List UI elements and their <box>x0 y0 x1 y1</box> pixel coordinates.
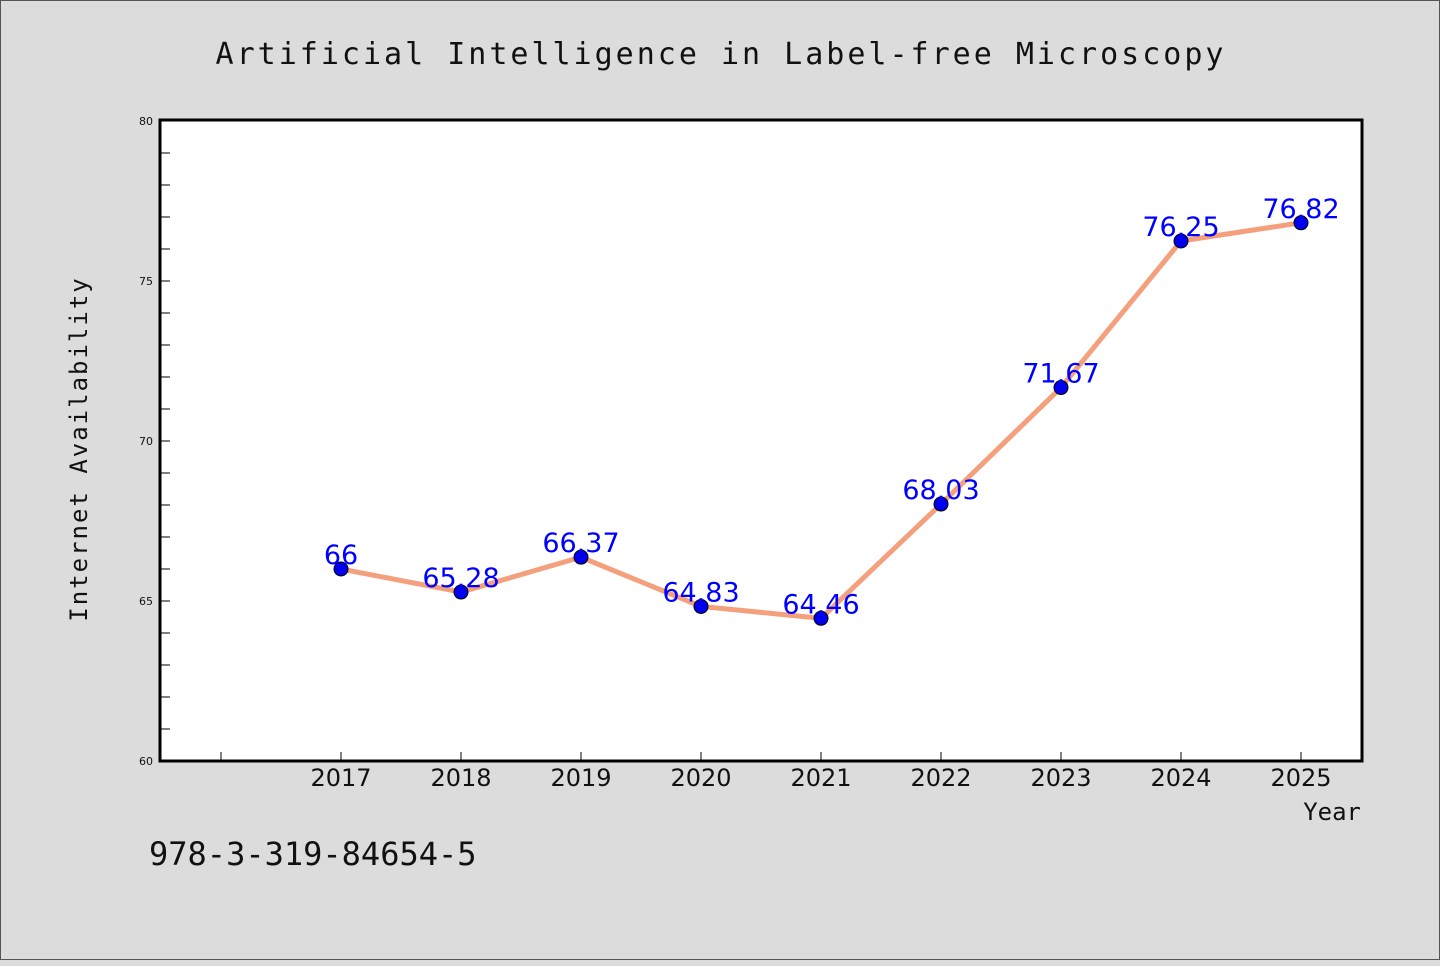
data-point-marker <box>1053 380 1069 396</box>
x-tick-label: 2023 <box>1030 764 1091 792</box>
data-point-marker <box>1173 233 1189 249</box>
plot-area <box>158 118 1364 763</box>
x-tick-label: 2017 <box>310 764 371 792</box>
y-tick-label: 75 <box>139 275 153 288</box>
data-point-marker <box>573 549 589 565</box>
data-point-marker <box>813 610 829 626</box>
data-labels: 66 65.28 66.37 64.83 64.46 68.03 71.67 76.25 76.… <box>324 194 1340 621</box>
data-point-marker <box>1293 215 1309 231</box>
y-axis-label: Internet Availability <box>65 276 93 621</box>
x-tick-label: 2020 <box>670 764 731 792</box>
x-tick-label: 2022 <box>910 764 971 792</box>
y-tick-label: 65 <box>139 595 153 608</box>
x-tick-label: 2019 <box>550 764 611 792</box>
isbn-text: 978-3-319-84654-5 <box>149 835 477 873</box>
data-point-marker <box>933 496 949 512</box>
data-label: 64.46 <box>782 589 859 620</box>
y-tick-label: 80 <box>139 115 153 128</box>
data-label: 64.83 <box>662 577 739 608</box>
y-axis: 60 65 70 75 80 <box>139 115 170 768</box>
x-tick-label: 2024 <box>1150 764 1211 792</box>
data-label: 66 <box>324 540 358 571</box>
x-tick-label: 2021 <box>790 764 851 792</box>
data-label: 68.03 <box>902 475 979 506</box>
data-label: 65.28 <box>422 563 499 594</box>
data-point-marker <box>333 561 349 577</box>
series-markers <box>333 215 1309 626</box>
data-label: 66.37 <box>542 528 619 559</box>
x-tick-label: 2025 <box>1270 764 1331 792</box>
data-label: 76.25 <box>1142 212 1219 243</box>
x-axis: 2017 2018 2019 2020 2021 2022 2023 2024 2025 <box>220 752 1332 792</box>
data-point-marker <box>453 584 469 600</box>
data-point-marker <box>693 598 709 614</box>
chart-title: Artificial Intelligence in Label-free Mi… <box>216 37 1227 72</box>
x-axis-label: Year <box>1303 798 1361 826</box>
data-label: 76.82 <box>1262 194 1339 225</box>
data-label: 71.67 <box>1022 359 1099 390</box>
y-tick-label: 60 <box>139 755 153 768</box>
x-tick-label: 2018 <box>430 764 491 792</box>
y-tick-label: 70 <box>139 435 153 448</box>
